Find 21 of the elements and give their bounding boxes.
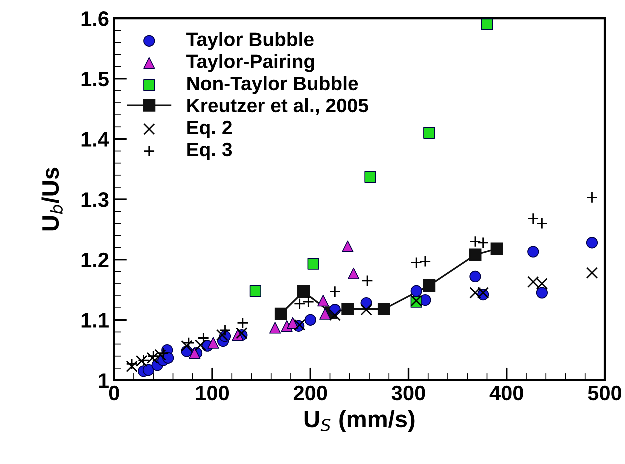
y-tick-label: 1.2 bbox=[82, 252, 109, 268]
x-tick-label: 400 bbox=[490, 386, 524, 401]
legend-label: Taylor-Pairing bbox=[186, 54, 314, 72]
y-axis-title: U$_{b}$/Us bbox=[42, 168, 63, 231]
legend-label: Taylor Bubble bbox=[186, 32, 314, 50]
legend-label: Eq. 2 bbox=[188, 120, 232, 138]
y-tick-label: 1.5 bbox=[82, 72, 109, 87]
x-tick-label: 300 bbox=[392, 386, 426, 401]
y-tick-label: 1.6 bbox=[82, 12, 109, 26]
y-tick-label: 1.4 bbox=[82, 132, 110, 147]
legend-label: Kreutzer et al., 2005 bbox=[188, 98, 368, 116]
x-tick-label: 200 bbox=[294, 386, 328, 401]
x-tick-label: 500 bbox=[588, 386, 622, 401]
y-tick-label: 1.3 bbox=[82, 192, 109, 208]
legend-label: Non-Taylor Bubble bbox=[188, 76, 358, 94]
x-tick-label: 100 bbox=[196, 386, 230, 401]
y-tick-label: 1.1 bbox=[82, 313, 109, 328]
x-axis-title: U$_{S}$ (mm/s) bbox=[304, 410, 415, 432]
x-tick-label: 0 bbox=[109, 386, 120, 401]
legend-label: Eq. 3 bbox=[188, 142, 232, 160]
y-tick-label: 1 bbox=[99, 374, 109, 388]
